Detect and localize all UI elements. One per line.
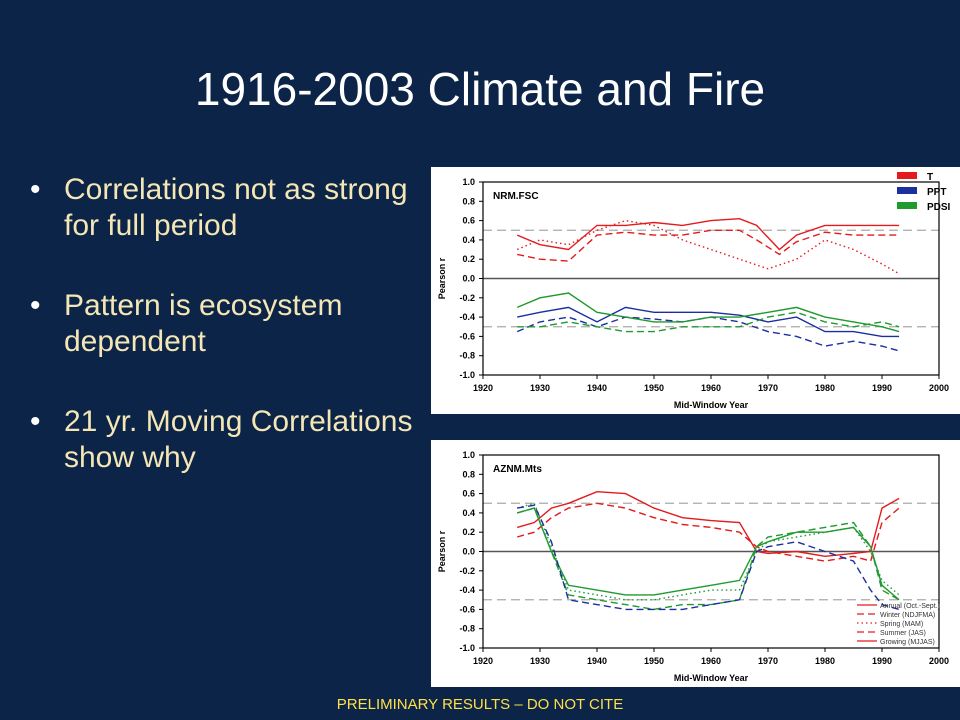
chart-panel-nrm-fsc: 1.0 0.8 0.6 0.4 0.2 0.0 -0.2 -0.4 -0.6 -0.8 -1.0 19… — [431, 167, 960, 414]
x-tick-label: 1930 — [530, 656, 550, 666]
legend-label-ppt: PPT — [927, 187, 946, 198]
bullet-text: Correlations not as strong for full peri… — [64, 173, 408, 242]
y-tick-label: 0.2 — [462, 527, 475, 537]
bullet-dot-icon: • — [30, 173, 41, 206]
legend-swatch-t — [897, 172, 917, 179]
y-tick-label: -0.6 — [459, 604, 475, 614]
series-line-t — [517, 229, 900, 262]
legend-swatch-ppt — [897, 187, 917, 194]
chart-aznm-mts: 1.0 0.8 0.6 0.4 0.2 0.0 -0.2 -0.4 -0.6 -0.8 -1.0 19… — [437, 450, 949, 683]
bullet-item: • 21 yr. Moving Correlations show why — [30, 404, 420, 476]
x-tick-label: 1960 — [701, 656, 721, 666]
legend-label-winter-ndjfma: Winter (NDJFMA) — [880, 612, 935, 619]
y-axis-label: Pearson r — [437, 530, 447, 572]
y-tick-label: 1.0 — [462, 177, 475, 187]
legend-label-t: T — [927, 172, 933, 183]
series-line-pdsi — [517, 311, 900, 333]
y-tick-label: 0.8 — [462, 469, 475, 479]
y-tick-label: 0.0 — [462, 547, 475, 557]
legend-label-spring-mam: Spring (MAM) — [880, 621, 923, 628]
bullet-dot-icon: • — [30, 289, 41, 322]
x-tick-label: 1970 — [758, 383, 778, 393]
chart-nrm-fsc: 1.0 0.8 0.6 0.4 0.2 0.0 -0.2 -0.4 -0.6 -0.8 -1.0 19… — [437, 172, 951, 410]
bullet-list: • Correlations not as strong for full per… — [30, 172, 420, 520]
series-line-winter-ndjfma — [517, 502, 900, 562]
bullet-item: • Correlations not as strong for full per… — [30, 172, 420, 244]
series-line-ppt — [517, 306, 900, 338]
legend-label-summer-jas: Summer (JAS) — [880, 630, 926, 637]
x-tick-label: 1970 — [758, 656, 778, 666]
x-tick-label: 1980 — [815, 383, 835, 393]
y-tick-label: -0.6 — [459, 331, 475, 341]
bullet-text: 21 yr. Moving Correlations show why — [64, 405, 413, 474]
y-tick-label: -0.2 — [459, 293, 475, 303]
y-tick-label: -1.0 — [459, 370, 475, 380]
x-tick-label: 1930 — [530, 383, 550, 393]
series-line-annual-oct-sept — [517, 490, 900, 558]
y-tick-label: -1.0 — [459, 643, 475, 653]
bullet-item: • Pattern is ecosystem dependent — [30, 288, 420, 360]
y-tick-label: 0.4 — [462, 508, 475, 518]
y-tick-label: 0.2 — [462, 254, 475, 264]
series-line-growing-mjjas — [517, 507, 900, 601]
legend-label-annual-oct-sept: Annual (Oct.-Sept.) — [880, 603, 940, 610]
bullet-text: Pattern is ecosystem dependent — [64, 289, 343, 358]
x-tick-label: 1940 — [587, 656, 607, 666]
footer-note: PRELIMINARY RESULTS – DO NOT CITE — [336, 696, 624, 713]
y-tick-label: 0.8 — [462, 196, 475, 206]
series-line-t — [516, 219, 900, 275]
bullet-dot-icon: • — [30, 405, 41, 438]
y-tick-label: 0.6 — [462, 489, 475, 499]
x-axis-label: Mid-Window Year — [674, 673, 749, 683]
series-line-ppt — [517, 504, 900, 611]
series-line-pdsi — [516, 292, 900, 333]
legend-label-growing-mjjas: Growing (MJJAS) — [880, 639, 935, 646]
y-axis-label: Pearson r — [437, 257, 447, 299]
x-tick-label: 1920 — [473, 383, 493, 393]
y-tick-label: -0.8 — [459, 351, 475, 361]
series-line-t — [516, 217, 900, 251]
y-tick-label: -0.8 — [459, 624, 475, 634]
chart-title: AZNM.Mts — [493, 464, 542, 475]
x-tick-label: 1980 — [815, 656, 835, 666]
x-tick-label: 1940 — [587, 383, 607, 393]
chart-title: NRM.FSC — [493, 191, 539, 202]
y-tick-label: -0.2 — [459, 566, 475, 576]
x-tick-label: 1950 — [644, 383, 664, 393]
x-tick-label: 1960 — [701, 383, 721, 393]
legend-label-pdsi: PDSI — [927, 202, 951, 213]
legend-swatch-pdsi — [897, 202, 917, 209]
y-tick-label: -0.4 — [459, 585, 475, 595]
y-tick-label: -0.4 — [459, 312, 475, 322]
y-tick-label: 0.6 — [462, 216, 475, 226]
slide-title: 1916-2003 Climate and Fire — [194, 63, 766, 115]
x-axis-label: Mid-Window Year — [674, 400, 749, 410]
x-tick-label: 2000 — [929, 383, 949, 393]
y-tick-label: 1.0 — [462, 450, 475, 460]
y-tick-label: 0.0 — [462, 274, 475, 284]
x-tick-label: 1920 — [473, 656, 493, 666]
y-tick-label: 0.4 — [462, 235, 475, 245]
x-tick-label: 1950 — [644, 656, 664, 666]
x-tick-label: 1990 — [872, 656, 892, 666]
x-tick-label: 1990 — [872, 383, 892, 393]
chart-panel-aznm-mts: 1.0 0.8 0.6 0.4 0.2 0.0 -0.2 -0.4 -0.6 -0.8 -1.0 19… — [431, 440, 960, 687]
series-line-ppt — [516, 316, 900, 352]
x-tick-label: 2000 — [929, 656, 949, 666]
